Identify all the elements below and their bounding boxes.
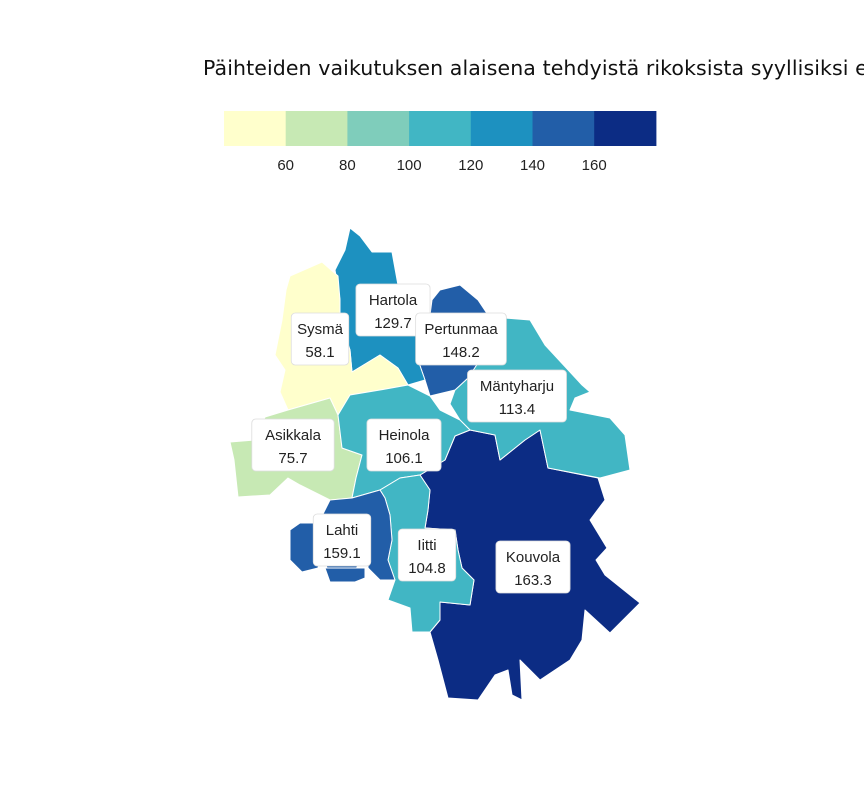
legend-swatch bbox=[347, 111, 410, 146]
legend-tick-label: 80 bbox=[339, 157, 356, 174]
region-label-box bbox=[251, 418, 335, 472]
region-label-box bbox=[366, 418, 442, 472]
region-lahti-south bbox=[324, 567, 366, 583]
region-value: 58.1 bbox=[305, 344, 334, 361]
region-label: Kouvola 163.3 bbox=[495, 540, 571, 594]
region-label-box bbox=[290, 312, 350, 366]
region-name: Sysmä bbox=[297, 321, 344, 338]
region-name: Heinola bbox=[379, 427, 431, 444]
legend-swatch bbox=[285, 111, 348, 146]
region-label: Lahti 159.1 bbox=[312, 513, 372, 567]
region-name: Mäntyharju bbox=[480, 378, 554, 395]
region-name: Asikkala bbox=[265, 427, 322, 444]
region-label: Heinola 106.1 bbox=[366, 418, 442, 472]
region-label: Asikkala 75.7 bbox=[251, 418, 335, 472]
region-value: 129.7 bbox=[374, 315, 412, 332]
region-label: Mäntyharju 113.4 bbox=[467, 369, 567, 423]
region-label-box bbox=[355, 283, 431, 337]
legend-tick-label: 100 bbox=[397, 157, 422, 174]
region-label-box bbox=[397, 528, 457, 582]
region-name: Hartola bbox=[369, 292, 418, 309]
region-label: Hartola 129.7 bbox=[355, 283, 431, 337]
region-value: 159.1 bbox=[323, 545, 361, 562]
region-name: Pertunmaa bbox=[424, 321, 498, 338]
region-name: Kouvola bbox=[506, 549, 561, 566]
region-label: Pertunmaa 148.2 bbox=[415, 312, 507, 366]
legend-tick-label: 160 bbox=[582, 157, 607, 174]
region-label-box bbox=[495, 540, 571, 594]
legend-swatch bbox=[594, 111, 657, 146]
legend-swatch bbox=[409, 111, 472, 146]
legend-swatch bbox=[470, 111, 533, 146]
legend-swatch bbox=[224, 111, 287, 146]
region-value: 75.7 bbox=[278, 450, 307, 467]
legend-tick-label: 60 bbox=[277, 157, 294, 174]
map-title: Päihteiden vaikutuksen alaisena tehdyist… bbox=[203, 56, 864, 80]
legend-tick-label: 140 bbox=[520, 157, 545, 174]
region-label: Sysmä 58.1 bbox=[290, 312, 350, 366]
region-name: Iitti bbox=[417, 537, 436, 554]
region-value: 148.2 bbox=[442, 344, 480, 361]
region-label-box bbox=[467, 369, 567, 423]
region-value: 113.4 bbox=[499, 401, 535, 418]
region-label: Iitti 104.8 bbox=[397, 528, 457, 582]
legend-swatch bbox=[532, 111, 595, 146]
color-legend: 60 80 100 120 140 160 bbox=[224, 111, 657, 174]
region-value: 163.3 bbox=[514, 572, 552, 589]
region-value: 106.1 bbox=[385, 450, 423, 467]
region-value: 104.8 bbox=[408, 560, 446, 577]
legend-tick-label: 120 bbox=[458, 157, 483, 174]
region-label-box bbox=[415, 312, 507, 366]
region-name: Lahti bbox=[326, 522, 359, 539]
region-label-box bbox=[312, 513, 372, 567]
